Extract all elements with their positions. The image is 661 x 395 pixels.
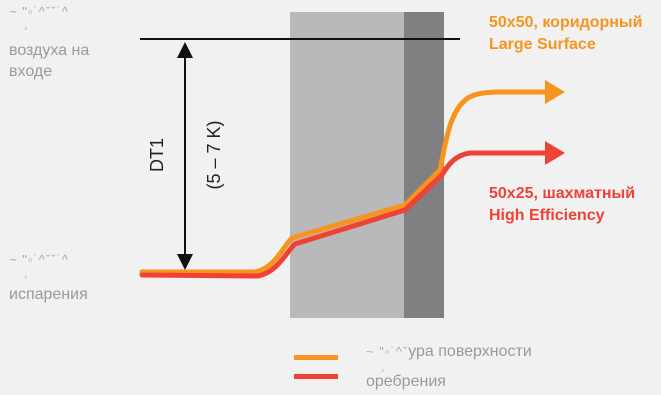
series-label-large-surface-line2: Large Surface — [489, 36, 596, 53]
curve-high-efficiency — [139, 150, 548, 279]
legend-text-line1-garbled: ~ "◦˙^ˇ — [366, 344, 409, 359]
series-label-high-efficiency-line1: 50x25, шахматный — [489, 185, 636, 202]
inlet-label-line3: воздуха на — [9, 42, 90, 59]
inlet-label-line1: ~ "◦˙^ˇˇ˙^ — [9, 4, 69, 19]
fin-surface-band — [290, 12, 404, 318]
dt1-arrow-head-top — [177, 42, 193, 58]
series-label-high-efficiency-line2: High Efficiency — [489, 207, 605, 224]
arrow-high-efficiency — [545, 141, 565, 165]
evap-label-line3: испарения — [9, 286, 88, 303]
legend-text-line2-garbled: ¸ — [381, 360, 386, 372]
arrow-large-surface — [545, 80, 565, 104]
legend-text-line1: ~ "◦˙^ˇура поверхности — [366, 342, 532, 361]
dt1-arrow-head-bottom — [177, 254, 193, 270]
series-label-large-surface-line1: 50x50, коридорный — [489, 14, 643, 31]
legend-swatch-red — [294, 374, 338, 379]
inlet-label-line2: ¸ — [24, 18, 29, 30]
dt1-range-label: (5 – 7 K) — [204, 120, 224, 189]
legend-text-line2: оребрения — [366, 373, 446, 390]
legend-text-line1-rest: ура поверхности — [408, 343, 532, 360]
evap-label-line1: ~ "◦˙^ˇˇ˙^ — [9, 252, 69, 267]
inlet-label-line4: входе — [9, 63, 53, 80]
curve-large-surface — [139, 89, 548, 275]
tube-wall-band — [404, 12, 444, 318]
evap-label-line2: ¸ — [24, 267, 29, 279]
dt1-label: DT1 — [147, 138, 167, 172]
legend-swatch-orange — [294, 355, 338, 360]
